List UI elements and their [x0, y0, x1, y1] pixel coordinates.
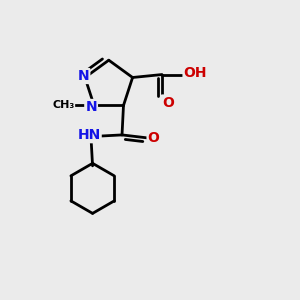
Text: HN: HN [77, 128, 101, 142]
Text: N: N [85, 100, 97, 114]
Text: OH: OH [184, 66, 207, 80]
Text: O: O [148, 131, 160, 145]
Text: O: O [162, 95, 174, 110]
Text: N: N [78, 69, 89, 83]
Text: CH₃: CH₃ [52, 100, 74, 110]
